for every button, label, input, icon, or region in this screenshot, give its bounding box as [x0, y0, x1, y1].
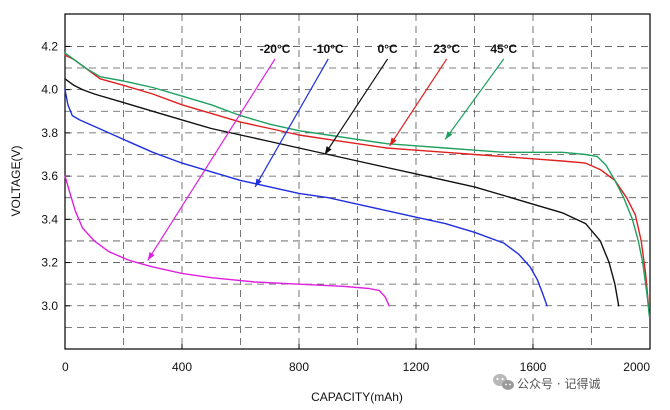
series-label: -10°C: [313, 42, 344, 56]
plot-frame: [64, 13, 651, 350]
y-tick-label: 3.8: [41, 126, 58, 140]
series-line-2: [64, 88, 548, 307]
series-line-1: [64, 175, 390, 307]
annotation-arrow: [254, 58, 329, 188]
y-tick-label: 3.4: [41, 212, 58, 226]
series-label: -20°C: [260, 42, 291, 56]
series-label: 45°C: [490, 42, 517, 56]
series-label: 0°C: [378, 42, 398, 56]
x-tick-label: 0: [62, 360, 69, 374]
series-lines: [64, 52, 651, 318]
series-line-4: [64, 54, 650, 307]
arrow-head: [324, 146, 332, 155]
x-tick-label: 400: [172, 360, 192, 374]
annotation-arrow: [389, 58, 448, 147]
annotations: -20°C -10°C 0°C 23°C 45°C: [147, 42, 517, 261]
axis-ticks: 0 400 800 1200 1600 2000 3.0 3.2 3.4 3.6 3.8 4.0 4.2: [41, 39, 651, 374]
x-tick-label: 800: [289, 360, 309, 374]
annotation-arrow: [147, 58, 276, 261]
series-line-3: [64, 78, 620, 307]
x-tick-label: 1200: [403, 360, 430, 374]
arrow-head: [445, 131, 453, 140]
x-tick-label: 2000: [623, 360, 650, 374]
x-axis-title: CAPACITY(mAh): [311, 390, 403, 404]
y-tick-label: 4.0: [41, 83, 58, 97]
series-line-5: [64, 52, 651, 318]
annotation-arrow: [324, 58, 389, 155]
y-tick-label: 4.2: [41, 39, 58, 53]
arrow-head: [147, 252, 155, 261]
series-label: 23°C: [433, 42, 460, 56]
y-tick-label: 3.2: [41, 256, 58, 270]
watermark: 公众号 · 记得诚: [493, 374, 600, 391]
wechat-icon: [493, 374, 514, 390]
annotation-arrow: [444, 58, 505, 140]
arrow-head: [389, 137, 397, 146]
y-tick-label: 3.0: [41, 299, 58, 313]
arrow-head: [255, 178, 262, 187]
y-tick-label: 3.6: [41, 169, 58, 183]
y-axis-title: VOLTAGE(V): [9, 146, 23, 217]
watermark-text: 公众号 · 记得诚: [517, 376, 600, 391]
grid-lines: [65, 14, 650, 349]
x-tick-label: 1600: [520, 360, 547, 374]
